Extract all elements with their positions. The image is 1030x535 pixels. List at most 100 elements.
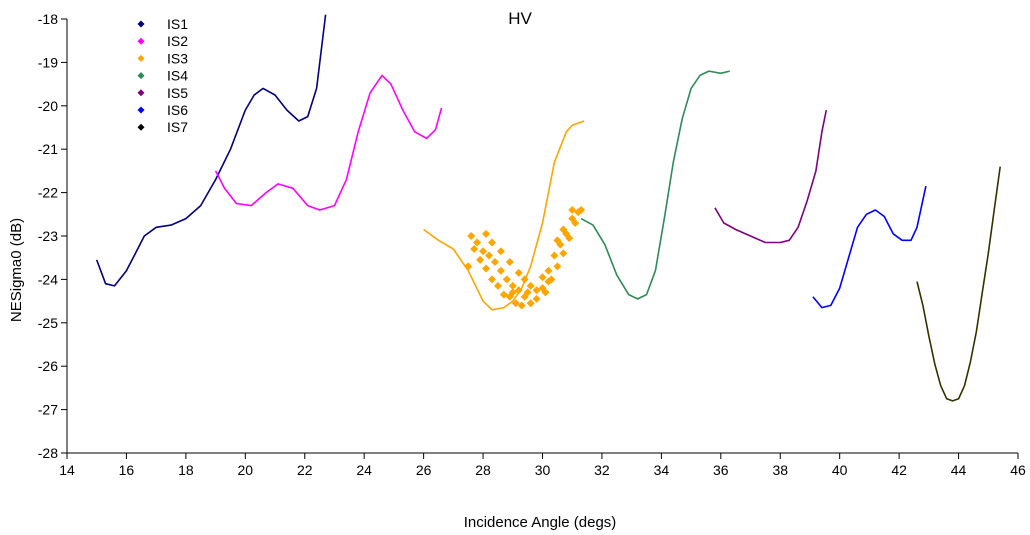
legend-marker xyxy=(137,106,145,114)
series-is7-line xyxy=(916,166,1001,402)
legend-item-is5: IS5 xyxy=(137,85,188,101)
legend-label: IS6 xyxy=(167,102,188,118)
legend-item-is2: IS2 xyxy=(137,33,188,49)
x-tick-label: 30 xyxy=(535,462,551,478)
data-point-marker xyxy=(523,288,532,297)
legend-label: IS4 xyxy=(167,68,188,84)
data-point-marker xyxy=(568,214,577,223)
series-is5-line xyxy=(714,109,828,244)
data-point-marker xyxy=(502,275,511,284)
y-tick-label: -27 xyxy=(38,402,58,418)
x-axis: 14 16 18 20 22 24 26 28 30 32 34 36 38 40 42 44 46 xyxy=(59,453,1026,478)
y-tick-label: -20 xyxy=(38,98,58,114)
data-point-marker xyxy=(526,299,535,308)
data-point-marker xyxy=(532,286,541,295)
data-point-marker xyxy=(487,275,496,284)
data-point-marker xyxy=(508,288,517,297)
series-is3-markers xyxy=(464,205,586,310)
data-point-marker xyxy=(559,249,568,258)
data-point-marker xyxy=(541,288,550,297)
series-layer xyxy=(95,14,1001,402)
y-tick-label: -19 xyxy=(38,54,58,70)
data-point-marker xyxy=(520,275,529,284)
y-tick-label: -25 xyxy=(38,315,58,331)
legend-item-is4: IS4 xyxy=(137,68,188,84)
x-tick-label: 22 xyxy=(297,462,313,478)
data-point-marker xyxy=(538,273,547,282)
data-point-marker xyxy=(496,247,505,256)
legend-marker xyxy=(137,89,145,97)
data-point-marker xyxy=(464,262,473,271)
data-point-marker xyxy=(505,258,514,267)
data-point-marker xyxy=(514,268,523,277)
data-point-marker xyxy=(487,238,496,247)
y-tick-label: -28 xyxy=(38,445,58,461)
x-tick-label: 20 xyxy=(238,462,254,478)
legend-label: IS1 xyxy=(167,16,188,32)
data-point-marker xyxy=(553,236,562,245)
x-tick-label: 26 xyxy=(416,462,432,478)
x-axis-title: Incidence Angle (degs) xyxy=(464,514,617,531)
y-tick-label: -18 xyxy=(38,11,58,27)
series-is6-line xyxy=(812,185,927,309)
y-tick-label: -26 xyxy=(38,358,58,374)
y-tick-label: -23 xyxy=(38,228,58,244)
data-point-marker xyxy=(493,281,502,290)
x-tick-label: 46 xyxy=(1010,462,1026,478)
x-tick-label: 34 xyxy=(654,462,670,478)
data-point-marker xyxy=(496,266,505,275)
legend-label: IS5 xyxy=(167,85,188,101)
x-tick-label: 40 xyxy=(832,462,848,478)
y-tick-label: -22 xyxy=(38,185,58,201)
data-point-marker xyxy=(511,299,520,308)
legend-marker xyxy=(137,20,145,28)
y-axis-title: NESigma0 (dB) xyxy=(8,218,25,322)
legend-label: IS3 xyxy=(167,50,188,66)
legend-item-is6: IS6 xyxy=(137,102,188,118)
data-point-marker xyxy=(479,247,488,256)
legend-item-is3: IS3 xyxy=(137,50,188,66)
series-is2-line xyxy=(214,74,443,211)
data-point-marker xyxy=(499,290,508,299)
x-tick-label: 18 xyxy=(178,462,194,478)
data-point-marker xyxy=(526,281,535,290)
series-is1-line xyxy=(95,14,327,287)
data-point-marker xyxy=(485,251,494,260)
legend-marker xyxy=(137,37,145,45)
x-tick-label: 24 xyxy=(356,462,372,478)
data-point-marker xyxy=(467,232,476,240)
data-point-marker xyxy=(553,262,562,271)
legend-label: IS2 xyxy=(167,33,188,49)
x-tick-label: 14 xyxy=(59,462,75,478)
legend-item-is1: IS1 xyxy=(137,16,188,32)
data-point-marker xyxy=(568,205,577,214)
x-tick-label: 32 xyxy=(594,462,610,478)
x-tick-label: 44 xyxy=(951,462,967,478)
x-tick-label: 36 xyxy=(713,462,729,478)
data-point-marker xyxy=(577,205,586,214)
data-point-marker xyxy=(544,266,553,275)
data-point-marker xyxy=(508,281,517,290)
data-point-marker xyxy=(517,301,526,310)
data-point-marker xyxy=(476,255,485,264)
data-point-marker xyxy=(482,229,491,238)
legend-marker xyxy=(137,72,145,80)
legend-marker xyxy=(137,54,145,62)
y-axis: -28 -27 -26 -25 -24 -23 -22 -21 -20 -19 -18 xyxy=(38,11,67,461)
y-tick-label: -24 xyxy=(38,271,58,287)
data-point-marker xyxy=(532,294,541,303)
data-point-marker xyxy=(470,245,479,254)
x-tick-label: 28 xyxy=(475,462,491,478)
data-point-marker xyxy=(550,251,559,260)
x-tick-label: 38 xyxy=(772,462,788,478)
chart-title: HV xyxy=(508,9,532,28)
data-point-marker xyxy=(473,238,482,247)
series-is4-line xyxy=(580,70,730,300)
x-tick-label: 16 xyxy=(119,462,135,478)
data-point-marker xyxy=(514,286,523,295)
plot-area xyxy=(66,19,1018,454)
data-point-marker xyxy=(490,258,499,267)
legend-label: IS7 xyxy=(167,119,188,135)
